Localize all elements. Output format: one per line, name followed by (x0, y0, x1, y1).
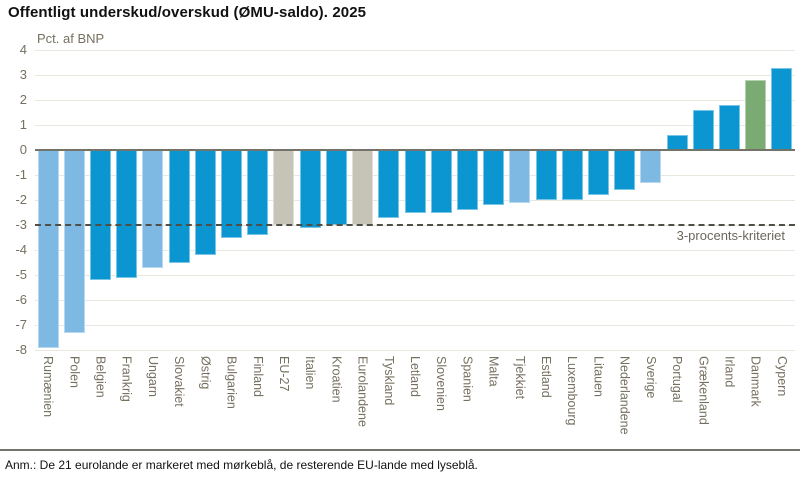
grid-line (35, 50, 795, 51)
bar-slovenien (430, 150, 452, 213)
y-tick-label: 0 (19, 142, 27, 157)
plot-area: 3-procents-kriteriet (35, 50, 795, 351)
bar-portugal (666, 135, 688, 150)
x-tick-label-polen: Polen (67, 356, 82, 388)
x-tick-label-danmark: Danmark (748, 356, 763, 407)
bar-graekenland (692, 110, 714, 150)
y-tick-label: 3 (19, 67, 27, 82)
bar-polen (63, 150, 85, 333)
x-tick-label-cypern: Cypern (774, 356, 789, 397)
bar-litauen (587, 150, 609, 195)
footnote: Anm.: De 21 eurolande er markeret med mø… (5, 458, 478, 472)
y-tick-label: -5 (15, 267, 27, 282)
x-tick-label-sverige: Sverige (643, 356, 658, 399)
x-tick-label-tyskland: Tyskland (381, 356, 396, 406)
y-axis-unit-label: Pct. af BNP (37, 31, 105, 46)
x-tick-label-eurolandene: Eurolandene (355, 356, 370, 427)
bar-danmark (745, 80, 767, 150)
y-tick-label: -8 (15, 342, 27, 357)
y-tick-label: -3 (15, 217, 27, 232)
bar-belgien (90, 150, 112, 280)
x-tick-label-luxembourg: Luxembourg (565, 356, 580, 426)
x-tick-label-estland: Estland (539, 356, 554, 398)
bar-tyskland (378, 150, 400, 218)
bar-slovakiet (168, 150, 190, 263)
x-tick-label-tjekkiet: Tjekkiet (512, 356, 527, 400)
x-tick-label-frankrig: Frankrig (119, 356, 134, 402)
criterion-line (35, 224, 795, 226)
grid-line (35, 275, 795, 276)
x-axis: Rumænien Polen Belgien Frankrig Ungarn Slovak… (35, 356, 795, 448)
x-tick-label-rumaenien: Rumænien (41, 356, 56, 418)
x-tick-label-malta: Malta (486, 356, 501, 387)
bar-cypern (771, 67, 793, 150)
x-tick-label-spanien: Spanien (460, 356, 475, 402)
x-tick-label-slovakiet: Slovakiet (172, 356, 187, 407)
bar-tjekkiet (509, 150, 531, 203)
bar-italien (299, 150, 321, 228)
y-tick-label: -1 (15, 167, 27, 182)
bar-kroatien (325, 150, 347, 225)
grid-line (35, 300, 795, 301)
grid-line (35, 325, 795, 326)
bar-nederlandene (614, 150, 636, 190)
bar-estland (535, 150, 557, 200)
bar-rumaenien (37, 150, 59, 348)
y-tick-label: -6 (15, 292, 27, 307)
bar-eurolandene (352, 150, 374, 225)
y-tick-label: -4 (15, 242, 27, 257)
chart-title: Offentligt underskud/overskud (ØMU-saldo… (8, 4, 367, 21)
x-tick-label-nederlandene: Nederlandene (617, 356, 632, 435)
x-tick-label-portugal: Portugal (670, 356, 685, 403)
x-tick-label-bulgarien: Bulgarien (224, 356, 239, 409)
x-tick-label-graekenland: Grækenland (696, 356, 711, 425)
bar-spanien (456, 150, 478, 210)
x-tick-label-irland: Irland (722, 356, 737, 388)
y-tick-label: 4 (19, 42, 27, 57)
bar-finland (247, 150, 269, 235)
grid-line (35, 350, 795, 351)
x-tick-label-belgien: Belgien (93, 356, 108, 398)
bar-oestrig (194, 150, 216, 255)
bar-malta (483, 150, 505, 205)
x-tick-label-letland: Letland (408, 356, 422, 398)
x-tick-label-finland: Finland (250, 356, 265, 397)
x-tick-label-litauen: Litauen (591, 356, 606, 398)
y-tick-label: -7 (15, 317, 27, 332)
x-tick-label-slovenien: Slovenien (434, 356, 449, 411)
x-tick-label-ungarn: Ungarn (145, 356, 160, 397)
grid-line (35, 75, 795, 76)
criterion-label: 3-procents-kriteriet (676, 228, 785, 243)
bar-luxembourg (561, 150, 583, 200)
bar-sverige (640, 150, 662, 183)
bar-frankrig (116, 150, 138, 278)
grid-line (35, 250, 795, 251)
y-tick-label: 2 (19, 92, 27, 107)
bar-ungarn (142, 150, 164, 268)
x-tick-label-kroatien: Kroatien (329, 356, 344, 403)
footer-divider (0, 449, 800, 451)
y-tick-label: 1 (19, 117, 27, 132)
zero-line (35, 149, 795, 151)
x-tick-label-eu-27: EU-27 (276, 356, 291, 392)
bar-eu-27 (273, 150, 295, 225)
grid-line (35, 100, 795, 101)
y-tick-label: -2 (15, 192, 27, 207)
x-tick-label-oestrig: Østrig (198, 356, 213, 390)
y-axis: 4 3 2 1 0 -1 -2 -3 -4 -5 -6 -7 -8 (0, 42, 27, 357)
grid-line (35, 125, 795, 126)
x-tick-label-italien: Italien (303, 356, 318, 390)
bar-letland (404, 150, 426, 213)
bar-irland (718, 105, 740, 150)
